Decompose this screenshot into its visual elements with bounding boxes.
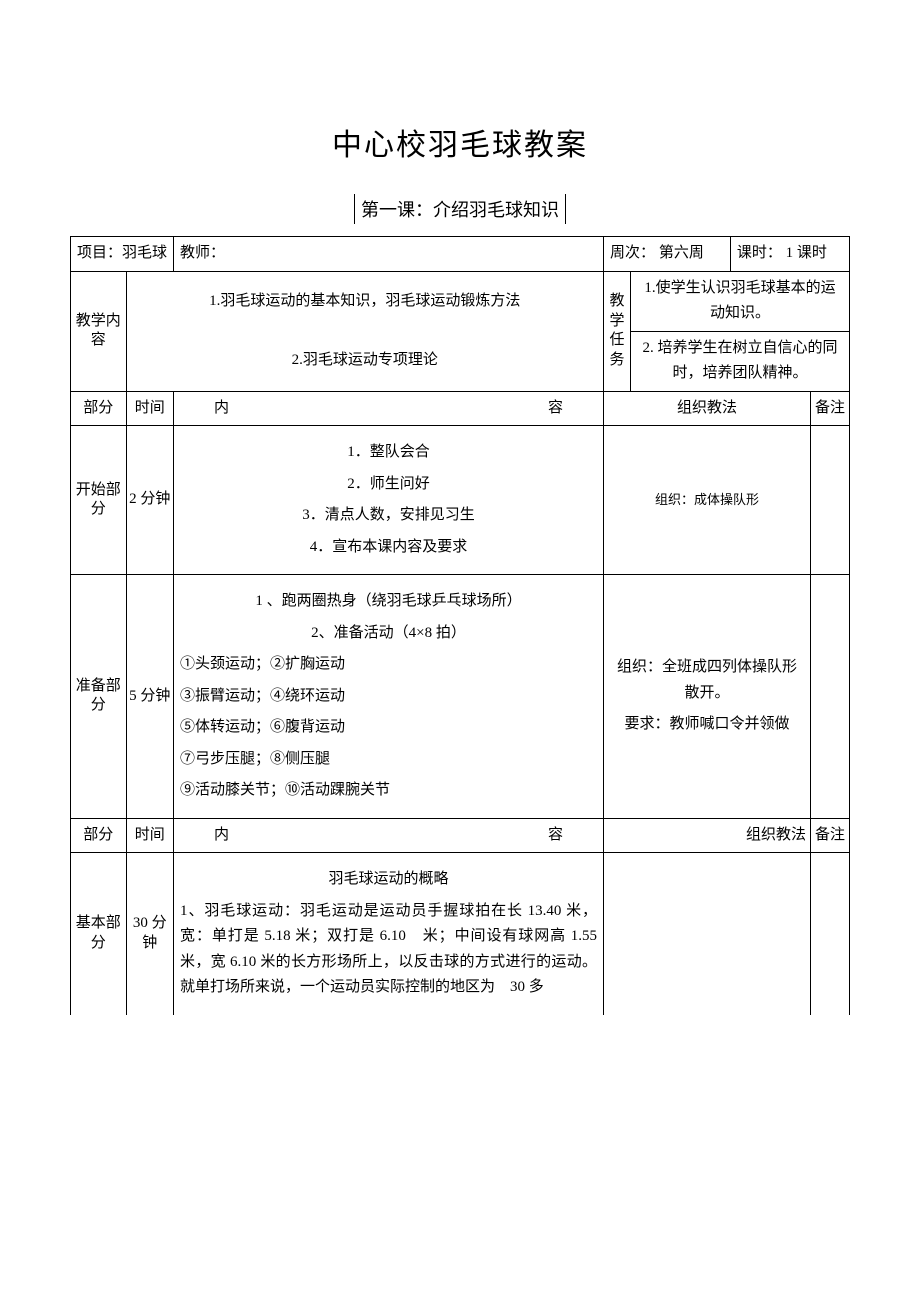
col-content-left: 内 — [214, 400, 548, 416]
basic-time: 30 分钟 — [126, 853, 173, 1015]
period-label: 课时： — [737, 245, 782, 261]
basic-content: 羽毛球运动的概略 1、羽毛球运动：羽毛运动是运动员手握球拍在长 13.40 米，… — [174, 853, 604, 1015]
col-note-2: 备注 — [811, 818, 850, 853]
col-part: 部分 — [71, 391, 127, 426]
prep-line: ③振臂运动；④绕环运动 — [180, 684, 597, 710]
period-value: 1 课时 — [786, 245, 827, 261]
prep-content: 1 、跑两圈热身（绕羽毛球乒乓球场所） 2、准备活动（4×8 拍） ①头颈运动；… — [174, 575, 604, 819]
prep-line: ⑨活动膝关节；⑩活动踝腕关节 — [180, 778, 597, 804]
start-part: 开始部分 — [71, 426, 127, 575]
basic-part: 基本部分 — [71, 853, 127, 1015]
prep-note — [811, 575, 850, 819]
teach-content-2: 2.羽毛球运动专项理论 — [126, 331, 603, 391]
teach-content-label: 教学内容 — [71, 271, 127, 391]
prep-org-2: 要求：教师喊口令并领做 — [610, 712, 804, 738]
prep-line: 2、准备活动（4×8 拍） — [180, 621, 597, 647]
teach-task-1: 1.使学生认识羽毛球基本的运动知识。 — [631, 271, 850, 331]
col-org-2: 组织教法 — [604, 818, 811, 853]
project-cell: 项目：羽毛球 — [71, 237, 174, 272]
prep-org-1: 组织：全班成四列体操队形散开。 — [610, 655, 804, 706]
col-content: 内容 — [174, 391, 604, 426]
teach-task-label: 教学任务 — [604, 271, 631, 391]
col-content-right-2: 容 — [548, 827, 563, 843]
col-note: 备注 — [811, 391, 850, 426]
col-content-left-2: 内 — [214, 827, 548, 843]
period-cell: 课时： 1 课时 — [730, 237, 849, 272]
col-content-2: 内容 — [174, 818, 604, 853]
start-note — [811, 426, 850, 575]
prep-time: 5 分钟 — [126, 575, 173, 819]
week-label: 周次： — [610, 245, 655, 261]
basic-org — [604, 853, 811, 1015]
week-cell: 周次： 第六周 — [604, 237, 731, 272]
page-title: 中心校羽毛球教案 — [70, 120, 850, 164]
week-value: 第六周 — [659, 245, 704, 261]
prep-line: ⑤体转运动；⑥腹背运动 — [180, 715, 597, 741]
prep-line: ⑦弓步压腿；⑧侧压腿 — [180, 747, 597, 773]
prep-line: ①头颈运动；②扩胸运动 — [180, 652, 597, 678]
basic-heading: 羽毛球运动的概略 — [180, 867, 597, 893]
start-time: 2 分钟 — [126, 426, 173, 575]
start-content: 1．整队会合 2．师生问好 3．清点人数，安排见习生 4．宣布本课内容及要求 — [174, 426, 604, 575]
teacher-cell: 教师： — [174, 237, 604, 272]
col-content-right: 容 — [548, 400, 563, 416]
start-line: 2．师生问好 — [180, 472, 597, 498]
start-line: 1．整队会合 — [180, 440, 597, 466]
teach-content-1: 1.羽毛球运动的基本知识，羽毛球运动锻炼方法 — [126, 271, 603, 331]
subtitle-wrap: 第一课：介绍羽毛球知识 — [70, 194, 850, 224]
lesson-plan-table: 项目：羽毛球 教师： 周次： 第六周 课时： 1 课时 教学内容 1.羽毛球运动… — [70, 236, 850, 1015]
basic-note — [811, 853, 850, 1015]
start-line: 3．清点人数，安排见习生 — [180, 503, 597, 529]
basic-body: 1、羽毛球运动：羽毛运动是运动员手握球拍在长 13.40 米，宽：单打是 5.1… — [180, 899, 597, 1001]
teach-task-2: 2. 培养学生在树立自信心的同时，培养团队精神。 — [631, 331, 850, 391]
lesson-subtitle: 第一课：介绍羽毛球知识 — [354, 194, 566, 224]
start-org: 组织：成体操队形 — [604, 426, 811, 575]
prep-part: 准备部分 — [71, 575, 127, 819]
prep-org: 组织：全班成四列体操队形散开。 要求：教师喊口令并领做 — [604, 575, 811, 819]
col-time-2: 时间 — [126, 818, 173, 853]
start-line: 4．宣布本课内容及要求 — [180, 535, 597, 561]
col-org: 组织教法 — [604, 391, 811, 426]
col-time: 时间 — [126, 391, 173, 426]
col-part-2: 部分 — [71, 818, 127, 853]
prep-line: 1 、跑两圈热身（绕羽毛球乒乓球场所） — [180, 589, 597, 615]
